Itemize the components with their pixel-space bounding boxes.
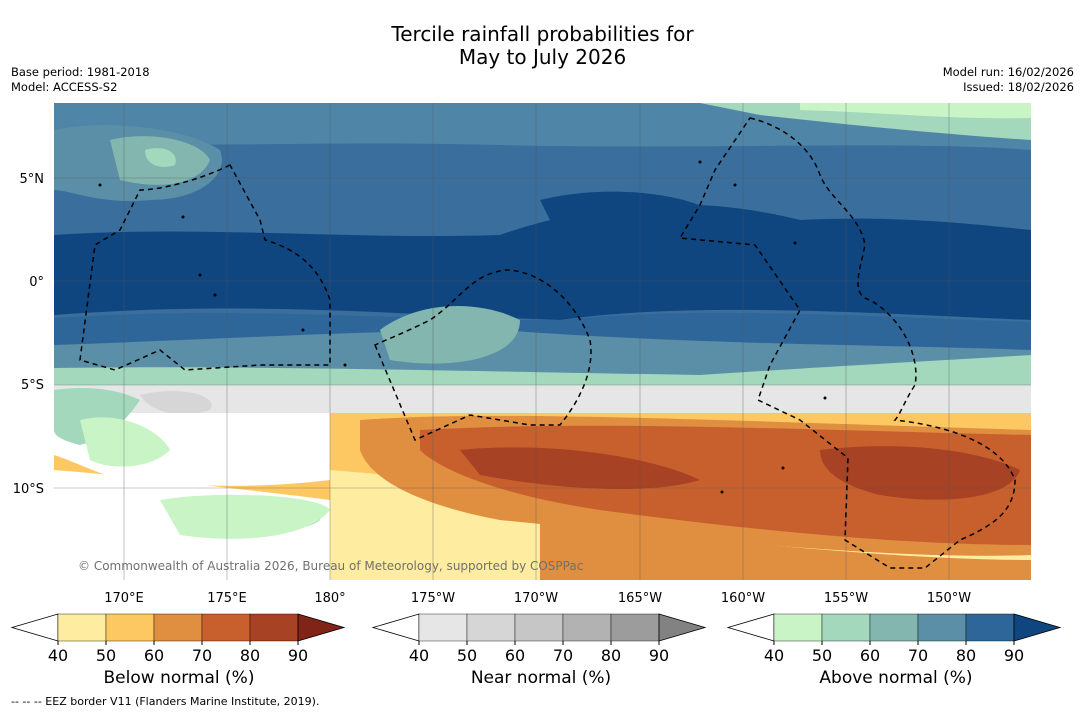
colorbar-extend-low	[371, 613, 420, 642]
colorbar-tick-label: 60	[860, 646, 880, 665]
map-field	[54, 103, 1031, 580]
colorbar-swatch	[917, 613, 967, 642]
band-south-green	[54, 355, 1031, 385]
colorbar-label-above-normal: Above normal (%)	[819, 668, 973, 688]
colorbar-swatch	[57, 613, 107, 642]
longitude-labels: 170°E 175°E 180° 175°W 170°W 165°W 160°W…	[104, 591, 971, 606]
colorbar-tick-label: 80	[601, 646, 621, 665]
colorbar-label-near-normal: Near normal (%)	[470, 668, 612, 688]
lon-label: 155°W	[824, 591, 868, 606]
lon-label: 170°W	[514, 591, 558, 606]
island-markers	[98, 160, 827, 494]
patch-west-green	[145, 148, 176, 167]
colorbar-swatch	[249, 613, 299, 642]
lon-label: 180°	[314, 591, 345, 606]
patch-equatorial-dark-north	[540, 191, 720, 244]
colorbar-tick-label: 50	[812, 646, 832, 665]
model-name: Model: ACCESS-S2	[11, 80, 118, 94]
colorbar-extend-high	[1013, 613, 1062, 642]
colorbar-tick-label: 50	[96, 646, 116, 665]
colorbar-tick-label: 60	[505, 646, 525, 665]
title-line-2: May to July 2026	[458, 45, 627, 69]
colorbar-tick-label: 60	[144, 646, 164, 665]
patch-central-lightteal	[380, 306, 520, 364]
colorbar-tick-label: 70	[553, 646, 573, 665]
lon-label: 150°W	[927, 591, 971, 606]
colorbar-swatch	[201, 613, 251, 642]
colorbar-tick-label: 70	[908, 646, 928, 665]
patch-grey-1	[140, 390, 212, 415]
colorbar-tick-label: 90	[649, 646, 669, 665]
lon-label: 175°W	[411, 591, 455, 606]
meta-right: Model run: 16/02/2026 Issued: 18/02/2026	[943, 65, 1074, 95]
colorbar-swatch	[610, 613, 660, 642]
colorbar-tick-label: 80	[240, 646, 260, 665]
colorbar-tick-label: 90	[1004, 646, 1024, 665]
lat-label: 10°S	[13, 482, 44, 497]
colorbar-swatch	[965, 613, 1015, 642]
colorbar-tick-label: 50	[457, 646, 477, 665]
lon-label: 175°E	[207, 591, 247, 606]
colorbar-swatch	[153, 613, 203, 642]
eez-border-east	[678, 117, 1016, 569]
colorbar-tick-label: 80	[956, 646, 976, 665]
base-period: Base period: 1981-2018	[11, 65, 150, 79]
lon-label: 165°W	[618, 591, 662, 606]
band-bottom-orange	[540, 520, 1031, 580]
lat-label: 5°S	[21, 378, 44, 393]
patch-brown-east	[820, 446, 1020, 500]
map-gridlines	[54, 103, 1031, 580]
colorbar-extend-high	[297, 613, 346, 642]
patch-green-sw4	[160, 494, 330, 539]
colorbar-swatch	[562, 613, 612, 642]
colorbar-label-below-normal: Below normal (%)	[103, 668, 255, 688]
patch-green-sw2	[80, 417, 170, 467]
colorbar-swatch	[869, 613, 919, 642]
colorbar-tick-label: 90	[288, 646, 308, 665]
colorbar-swatch	[466, 613, 516, 642]
eez-border-west	[79, 164, 331, 371]
eez-border-central	[374, 269, 592, 442]
colorbar-swatch	[773, 613, 823, 642]
lon-label: 170°E	[104, 591, 144, 606]
colorbar-extend-high	[658, 613, 707, 642]
colorbar-above-normal: 40 50 60 70 80 90	[726, 613, 1062, 665]
band-near-normal	[54, 385, 1031, 413]
eez-borders	[79, 117, 1016, 569]
colorbar-tick-label: 40	[409, 646, 429, 665]
copyright-text: © Commonwealth of Australia 2026, Bureau…	[78, 559, 583, 573]
colorbar-swatch	[418, 613, 468, 642]
lat-label: 5°N	[20, 172, 45, 187]
colorbar-tick-label: 40	[764, 646, 784, 665]
colorbar-extend-low	[726, 613, 775, 642]
patch-green-sw1	[54, 388, 140, 445]
colorbar-swatch	[514, 613, 564, 642]
lat-label: 0°	[29, 275, 44, 290]
colorbar-tick-label: 70	[192, 646, 212, 665]
patch-top-right-lightgreen	[800, 103, 1031, 119]
title-line-1: Tercile rainfall probabilities for	[391, 22, 694, 46]
eez-legend-note: -- -- -- EEZ border V11 (Flanders Marine…	[11, 695, 320, 708]
colorbar-tick-label: 40	[48, 646, 68, 665]
model-run: Model run: 16/02/2026	[942, 65, 1074, 79]
latitude-labels: 5°N 0° 5°S 10°S	[13, 172, 44, 497]
colorbar-below-normal: 40 50 60 70 80 90	[10, 613, 346, 665]
issued-date: Issued: 18/02/2026	[963, 80, 1074, 94]
colorbar-extend-low	[10, 613, 59, 642]
meta-left: Base period: 1981-2018 Model: ACCESS-S2	[11, 65, 150, 95]
colorbar-swatch	[105, 613, 155, 642]
lon-label: 160°W	[721, 591, 765, 606]
colorbar-swatch	[821, 613, 871, 642]
colorbar-near-normal: 40 50 60 70 80 90	[371, 613, 707, 665]
